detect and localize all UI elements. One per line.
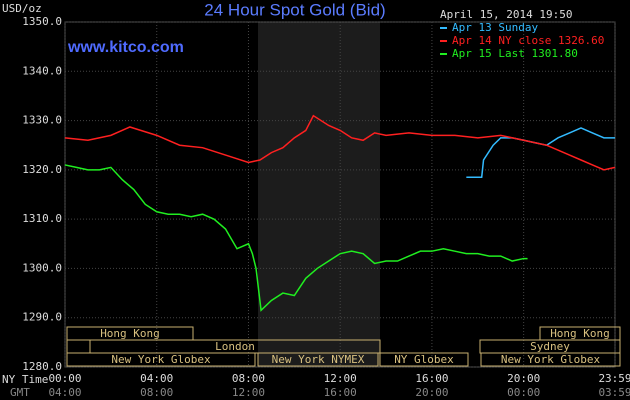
session-box <box>66 339 91 354</box>
session-label: Hong Kong <box>100 327 160 340</box>
y-tick-label: 1350.0 <box>22 15 62 28</box>
session-label: NY Globex <box>394 353 454 366</box>
y-axis-label: USD/oz <box>2 2 42 15</box>
y-tick-label: 1340.0 <box>22 64 62 77</box>
gmt-tick-label: 20:00 <box>415 386 448 399</box>
session-box <box>379 352 469 367</box>
session-label: Hong Kong <box>550 327 610 340</box>
y-tick-label: 1320.0 <box>22 163 62 176</box>
ny-label: NY Time <box>2 373 48 386</box>
legend-label: Apr 15 Last 1301.80 <box>452 47 578 60</box>
x-tick-label: 04:00 <box>140 372 173 385</box>
series-line <box>64 114 616 171</box>
y-tick-label: 1310.0 <box>22 212 62 225</box>
x-tick-label: 00:00 <box>48 372 81 385</box>
session-box <box>257 352 379 367</box>
date-label: April 15, 2014 19:50 <box>440 8 572 21</box>
y-tick-label: 1300.0 <box>22 261 62 274</box>
x-tick-label: 08:00 <box>232 372 265 385</box>
session-label: London <box>215 340 255 353</box>
x-tick-label: 20:00 <box>507 372 540 385</box>
x-tick-label: 23:59 <box>598 372 630 385</box>
gmt-tick-label: 00:00 <box>507 386 540 399</box>
gmt-tick-label: 04:00 <box>48 386 81 399</box>
session-label: Sydney <box>530 340 570 353</box>
session-label: New York Globex <box>501 353 601 366</box>
gmt-tick-label: 12:00 <box>232 386 265 399</box>
gmt-tick-label: 16:00 <box>324 386 357 399</box>
session-label: New York NYMEX <box>272 353 365 366</box>
session-box <box>66 352 256 367</box>
session-box <box>539 326 621 341</box>
gmt-tick-label: 03:59 <box>598 386 630 399</box>
legend-label: Apr 14 NY close 1326.60 <box>452 34 604 47</box>
series-line <box>64 164 528 312</box>
session-label: New York Globex <box>111 353 211 366</box>
y-tick-label: 1330.0 <box>22 114 62 127</box>
y-tick-label: 1290.0 <box>22 311 62 324</box>
x-tick-label: 12:00 <box>324 372 357 385</box>
gmt-label: GMT <box>10 386 30 399</box>
legend-label: Apr 13 Sunday <box>452 21 538 34</box>
nymex-shade <box>258 22 380 367</box>
chart-title: 24 Hour Spot Gold (Bid) <box>204 0 385 19</box>
x-tick-label: 16:00 <box>415 372 448 385</box>
session-box <box>480 352 621 367</box>
gmt-tick-label: 08:00 <box>140 386 173 399</box>
y-tick-label: 1280.0 <box>22 360 62 373</box>
site-label: www.kitco.com <box>67 39 184 56</box>
